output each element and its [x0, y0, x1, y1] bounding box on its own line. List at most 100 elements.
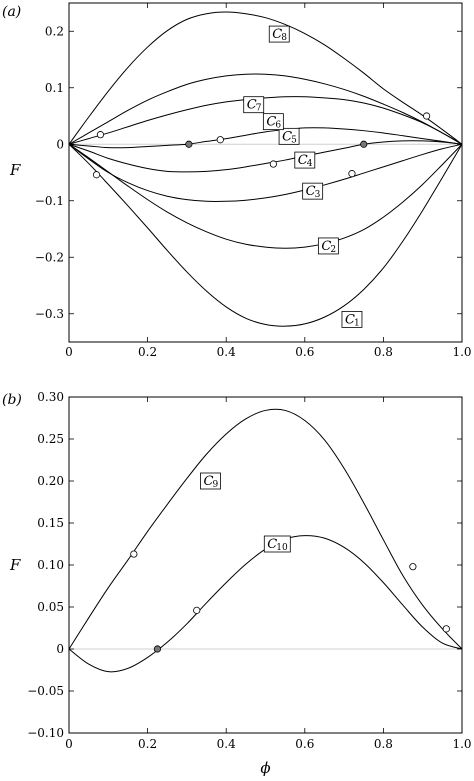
curve-label-box: [302, 182, 324, 200]
curve-c9: [68, 408, 463, 650]
curve-label-box: [200, 472, 221, 490]
x-tick-label: 0.8: [374, 345, 393, 359]
x-tick-label: 1.0: [452, 345, 471, 359]
curve-c10: [68, 535, 463, 673]
filled-marker: [153, 645, 162, 653]
open-marker: [216, 136, 224, 144]
curve-c5: [68, 127, 463, 149]
y-tick-label: 0.15: [37, 516, 64, 530]
curve-c1: [68, 143, 463, 327]
curve-label-letter: C: [345, 312, 355, 327]
curve-label-box: [243, 96, 265, 114]
curve-label-box: [317, 237, 339, 255]
open-marker: [130, 550, 138, 558]
curve-label-subscript: 9: [212, 480, 218, 490]
curve-label-box: [294, 151, 316, 169]
open-marker: [423, 112, 431, 120]
curve-c4: [68, 140, 463, 173]
curve-label-letter: C: [321, 239, 331, 254]
curve-label-subscript: 3: [315, 190, 321, 200]
x-axis-label: ϕ: [260, 759, 270, 777]
curve-label-letter: C: [272, 27, 282, 42]
y-tick-label: 0.25: [37, 432, 64, 446]
curve-label-letter: C: [298, 153, 308, 168]
curve-c7: [68, 73, 463, 145]
y-tick-label: 0.30: [37, 390, 64, 404]
curve-label-letter: C: [266, 115, 276, 130]
curve-label-box: [263, 535, 291, 553]
panel-label: (b): [2, 392, 22, 408]
open-marker: [442, 625, 450, 633]
filled-marker: [360, 140, 368, 148]
x-tick-label: 1.0: [452, 737, 471, 751]
curve-label-subscript: 7: [256, 104, 262, 114]
y-tick-label: −0.1: [35, 194, 64, 208]
x-tick-label: 0: [65, 737, 73, 751]
y-tick-label: 0.20: [37, 474, 64, 488]
x-tick-label: 0.2: [138, 345, 157, 359]
y-tick-label: −0.05: [27, 684, 64, 698]
curve-label-letter: C: [267, 537, 277, 552]
y-axis-label: F: [9, 161, 21, 179]
x-tick-label: 0.6: [295, 737, 314, 751]
open-marker: [269, 160, 277, 168]
x-tick-label: 0: [65, 345, 73, 359]
y-tick-label: 0.1: [45, 81, 64, 95]
curve-label-letter: C: [306, 184, 316, 199]
curve-c2: [68, 143, 463, 249]
filled-marker: [185, 140, 193, 148]
y-tick-label: 0: [56, 642, 64, 656]
y-tick-label: −0.2: [35, 250, 64, 264]
open-marker: [193, 606, 201, 614]
curve-label-box: [278, 127, 300, 145]
curve-label-subscript: 1: [354, 318, 360, 328]
curve-label-subscript: 10: [276, 543, 288, 553]
curve-c3: [68, 143, 463, 202]
x-tick-label: 0.6: [295, 345, 314, 359]
open-marker: [409, 563, 417, 571]
curve-label-box: [341, 310, 363, 328]
curve-label-subscript: 4: [307, 159, 313, 169]
curve-label-subscript: 5: [291, 135, 297, 145]
curve-label-letter: C: [282, 129, 292, 144]
x-tick-label: 0.2: [138, 737, 157, 751]
curve-label-subscript: 2: [330, 245, 336, 255]
panel-label: (a): [2, 4, 21, 20]
panel-a: 0 0.2 0.4 0.6 0.8 1.0−0.3−0.2−0.100.10.2C 1C 2C…: [2, 2, 472, 359]
curve-label-letter: C: [203, 474, 213, 489]
open-marker: [92, 171, 101, 179]
curve-c8: [68, 11, 463, 145]
curve-label-subscript: 6: [275, 121, 281, 131]
plot-frame: [68, 396, 463, 734]
plot-frame: [68, 2, 463, 343]
x-tick-label: 0.4: [217, 737, 236, 751]
y-tick-label: −0.3: [35, 307, 64, 321]
x-tick-label: 0.4: [217, 345, 236, 359]
open-marker: [348, 170, 356, 178]
curve-label-box: [262, 113, 284, 131]
y-axis-label: F: [9, 556, 21, 574]
y-tick-label: 0.05: [37, 600, 64, 614]
curve-label-box: [268, 25, 290, 43]
y-tick-label: 0.10: [37, 558, 64, 572]
curve-label-subscript: 8: [281, 33, 287, 43]
y-tick-label: 0.2: [45, 24, 64, 38]
x-tick-label: 0.8: [374, 737, 393, 751]
curve-label-c10: C 10: [263, 535, 291, 553]
panel-b: 0 0.2 0.4 0.6 0.8 1.0 −0.10 −0.05 0 0.05 0.10 0.15 0…: [2, 390, 472, 777]
curve-label-letter: C: [247, 98, 257, 113]
y-tick-label: −0.10: [27, 726, 64, 740]
curve-c6: [68, 96, 463, 145]
y-tick-label: 0: [56, 137, 64, 151]
open-marker: [96, 131, 105, 139]
